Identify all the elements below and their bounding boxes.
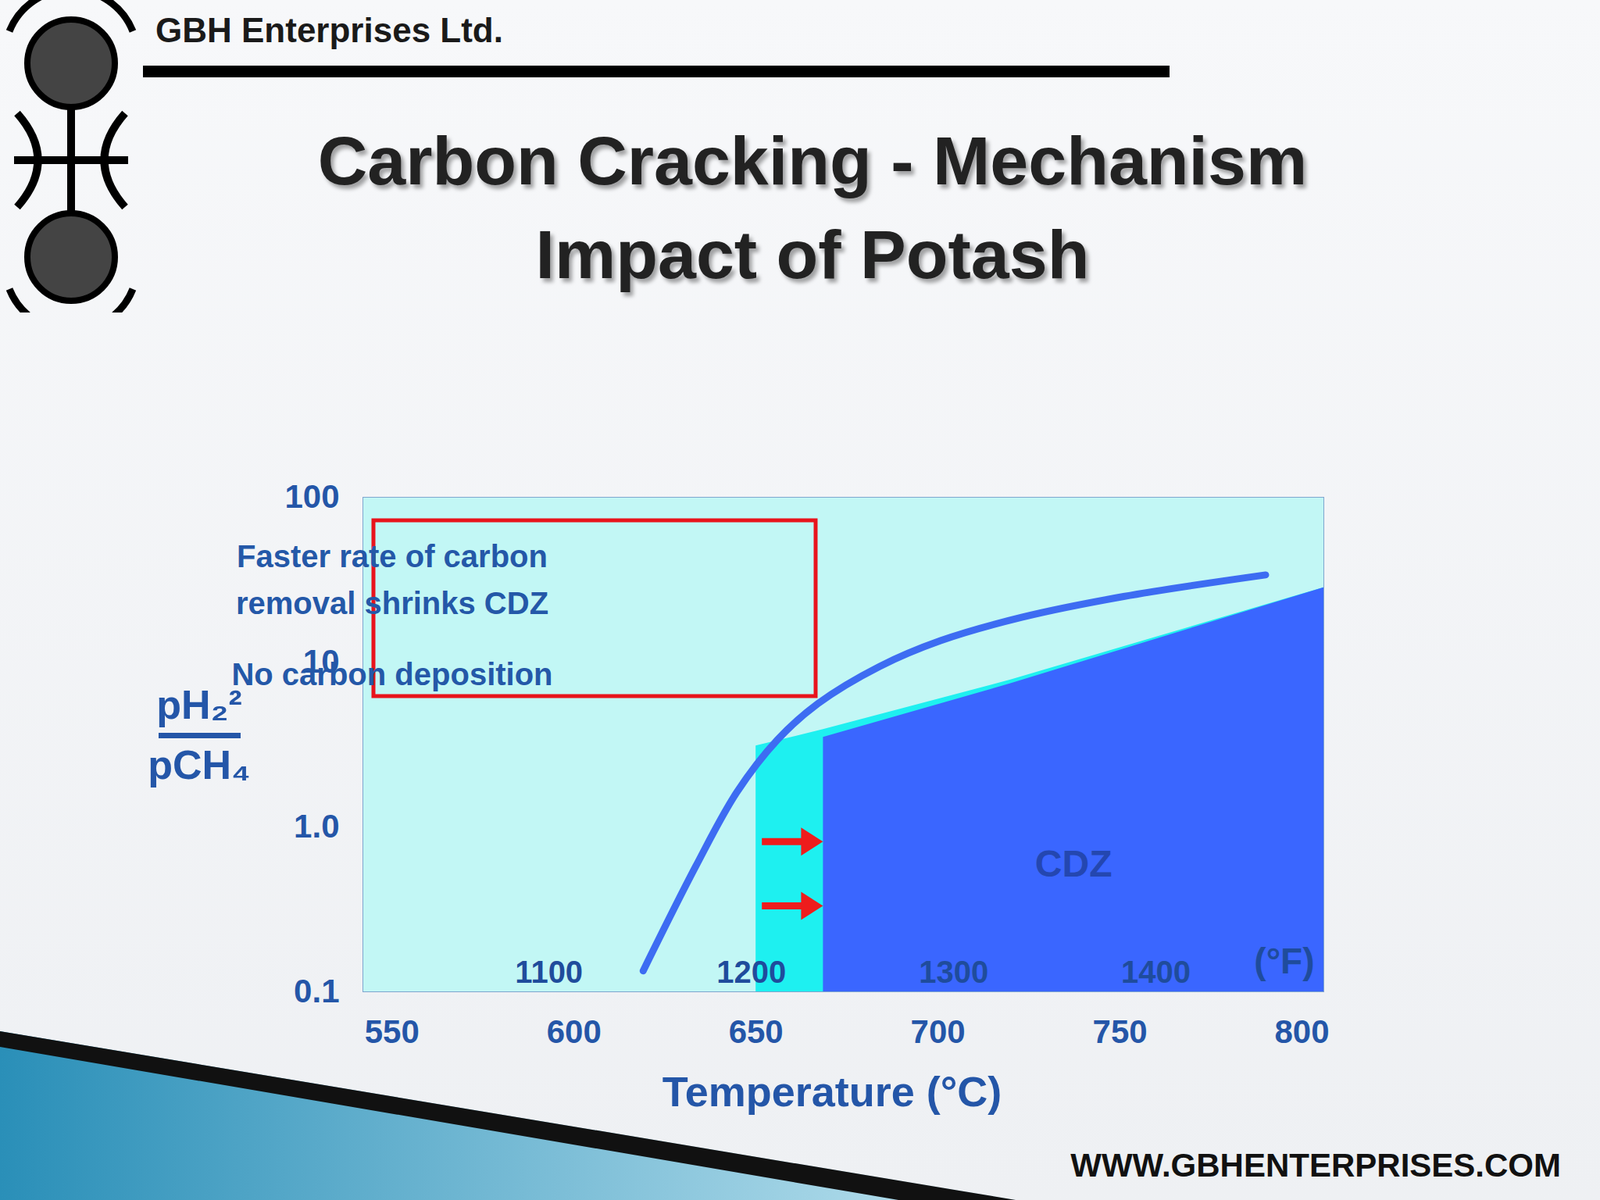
svg-text:Faster rate of carbon: Faster rate of carbon: [236, 539, 548, 574]
svg-text:750: 750: [1092, 1013, 1148, 1050]
svg-text:100: 100: [284, 478, 340, 515]
svg-text:1200: 1200: [716, 954, 786, 990]
svg-text:removal shrinks CDZ: removal shrinks CDZ: [235, 585, 549, 621]
svg-text:650: 650: [728, 1013, 784, 1050]
html-text:Carbon Cracking - Mechanism: Carbon Cracking - Mechanism: [317, 121, 1308, 200]
html-text:WWW.GBHENTERPRISES.COM: WWW.GBHENTERPRISES.COM: [1070, 1146, 1561, 1184]
svg-text:550: 550: [364, 1013, 420, 1050]
html-text:GBH Enterprises Ltd.: GBH Enterprises Ltd.: [155, 10, 504, 50]
svg-text:CDZ: CDZ: [1035, 842, 1113, 885]
html-text:Temperature (°C): Temperature (°C): [662, 1067, 1002, 1115]
svg-text:600: 600: [546, 1013, 602, 1050]
html-text:pH₂²: pH₂²: [156, 682, 243, 728]
svg-text:No carbon deposition: No carbon deposition: [231, 657, 553, 692]
svg-text:800: 800: [1275, 1013, 1330, 1050]
svg-text:700: 700: [910, 1013, 966, 1050]
html-text:Impact of Potash: Impact of Potash: [535, 215, 1090, 293]
svg-text:1300: 1300: [918, 954, 989, 990]
svg-text:1400: 1400: [1121, 954, 1191, 990]
html-text:pCH₄: pCH₄: [147, 742, 251, 788]
svg-text:1.0: 1.0: [293, 807, 340, 845]
svg-text:1100: 1100: [514, 954, 583, 990]
svg-text:(°F): (°F): [1253, 940, 1315, 982]
svg-text:0.1: 0.1: [293, 972, 340, 1010]
